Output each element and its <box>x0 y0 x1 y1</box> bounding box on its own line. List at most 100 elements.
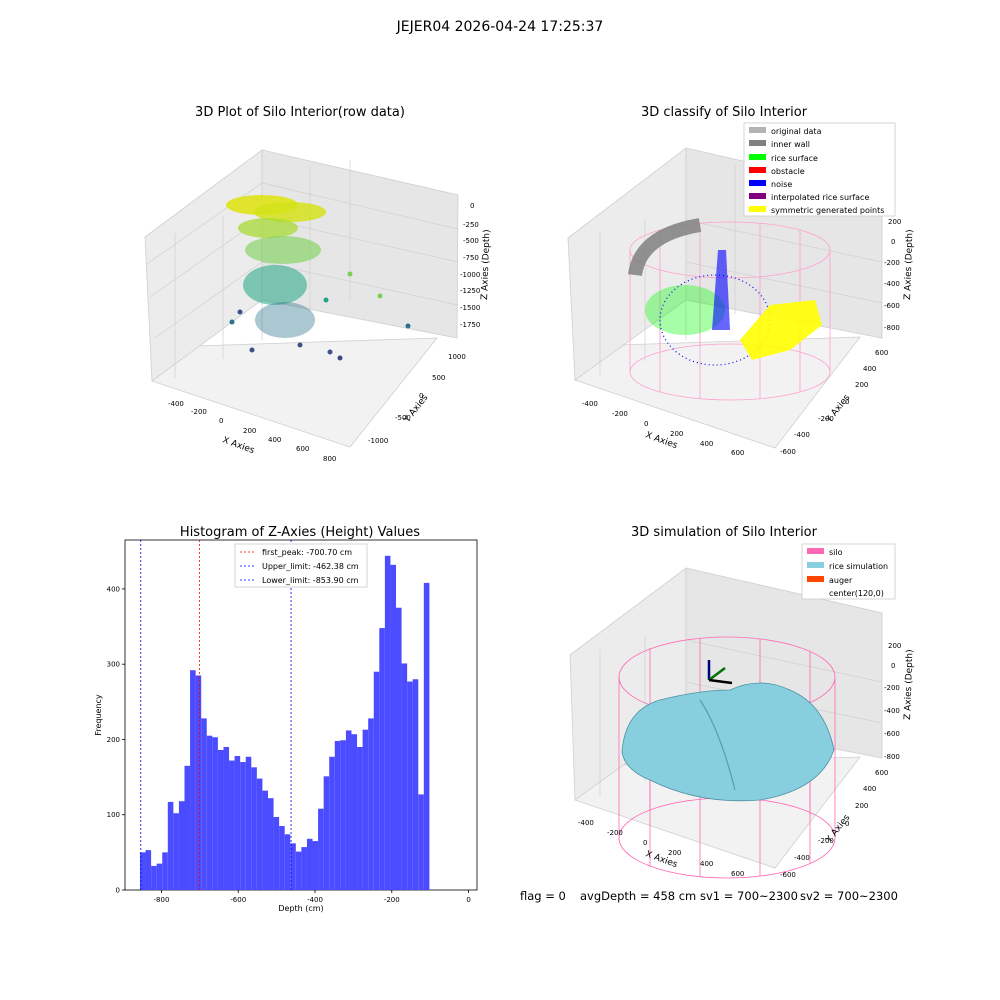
simulation-zlabel: Z Axies (Depth) <box>903 649 915 720</box>
tick-label: 0 <box>891 238 895 246</box>
x-tick-label: -200 <box>384 896 400 904</box>
y-tick-label: 400 <box>107 585 120 593</box>
simulation-z-ticks: 200 0 -200 -400 -600 -800 <box>884 642 901 761</box>
legend-label: noise <box>771 180 792 189</box>
panel-simulation-title: 3D simulation of Silo Interior <box>631 525 818 540</box>
histogram-bar <box>301 847 307 890</box>
panel-histogram-title: Histogram of Z-Axies (Height) Values <box>180 525 420 540</box>
tick-label: -600 <box>780 871 796 879</box>
tick-label: 600 <box>875 769 888 777</box>
histogram-bar <box>251 767 257 890</box>
histogram-bar <box>229 760 235 890</box>
raw-xlabel: X Axies <box>221 435 256 456</box>
panel-raw-title: 3D Plot of Silo Interior(row data) <box>195 105 405 120</box>
y-tick-label: 0 <box>116 887 120 895</box>
rice-simulation-surface <box>621 682 835 802</box>
tick-label: 0 <box>891 662 895 670</box>
raw-z-ticks: 0 -250 -500 -750 -1000 -1250 -1500 -1750 <box>460 202 480 329</box>
tick-label: 200 <box>668 849 681 857</box>
tick-label: -600 <box>884 730 900 738</box>
histogram-y-ticks: 0 100 200 300 400 <box>107 585 125 895</box>
simulation-legend: silo rice simulation auger center(120,0) <box>807 548 888 598</box>
tick-label: -400 <box>582 400 598 408</box>
y-tick-label: 200 <box>107 736 120 744</box>
histogram-bar <box>345 730 352 890</box>
legend-label: center(120,0) <box>829 589 884 598</box>
histogram-bar <box>329 756 335 890</box>
legend-swatch <box>749 206 766 212</box>
panel-histogram: Histogram of Z-Axies (Height) Values -80… <box>94 525 478 913</box>
legend-label: rice surface <box>771 154 818 163</box>
histogram-bar <box>284 834 291 890</box>
tick-label: 800 <box>323 455 336 463</box>
tick-label: 400 <box>700 860 713 868</box>
tick-label: 0 <box>845 398 849 406</box>
legend-swatch <box>749 154 766 160</box>
tick-label: -400 <box>884 280 900 288</box>
histogram-bar <box>145 850 152 890</box>
symmetric-generated-points <box>740 300 822 360</box>
histogram-bar <box>217 750 224 890</box>
tick-label: -1250 <box>460 287 480 295</box>
histogram-bar <box>384 555 391 890</box>
histogram-bars <box>139 555 430 890</box>
tick-label: 0 <box>643 839 647 847</box>
histogram-bar <box>201 718 207 890</box>
tick-label: -400 <box>168 400 184 408</box>
simulation-x-ticks: -400 -200 0 200 400 600 <box>578 819 744 878</box>
legend-label: first_peak: -700.70 cm <box>262 548 352 557</box>
histogram-bar <box>139 852 146 890</box>
histogram-bar <box>357 746 363 890</box>
histogram-bar <box>368 718 374 890</box>
panel-raw-data: 3D Plot of Silo Interior(row data) <box>144 105 492 463</box>
histogram-bar <box>340 740 346 890</box>
classify-y-ticks: -600 -400 -200 0 200 400 600 <box>780 349 888 456</box>
histogram-bar <box>240 762 246 890</box>
legend-label: original data <box>771 127 822 136</box>
panel-simulation: 3D simulation of Silo Interior <box>569 525 915 879</box>
tick-label: 400 <box>863 785 876 793</box>
histogram-bar <box>334 740 341 890</box>
legend-label: inner wall <box>771 140 810 149</box>
classify-ylabel: Y Axies <box>824 393 853 426</box>
footer-stats: flag = 0 avgDepth = 458 cm sv1 = 700~230… <box>520 889 898 903</box>
tick-label: -400 <box>578 819 594 827</box>
histogram-bar <box>401 663 408 890</box>
histogram-x-ticks: -800 -600 -400 -200 0 <box>154 890 471 904</box>
simulation-ylabel: Y Axies <box>824 813 853 846</box>
x-tick-label: 0 <box>466 896 470 904</box>
legend-swatch <box>807 562 824 568</box>
tick-label: -250 <box>463 221 479 229</box>
histogram-bar <box>234 756 241 890</box>
panel-classify-title: 3D classify of Silo Interior <box>641 105 808 120</box>
histogram-ylabel: Frequency <box>94 694 103 736</box>
tick-label: 600 <box>731 870 744 878</box>
histogram-bar <box>151 865 157 890</box>
histogram-bar <box>262 790 268 890</box>
pane-floor <box>574 336 861 449</box>
classify-zlabel: Z Axies (Depth) <box>903 229 915 300</box>
histogram-bar <box>206 735 213 890</box>
tick-label: -200 <box>884 684 900 692</box>
histogram-bar <box>323 776 330 890</box>
histogram-bar <box>396 607 402 890</box>
legend-swatch <box>749 127 766 133</box>
histogram-bar <box>318 808 324 890</box>
noise-column <box>712 250 730 330</box>
histogram-bar <box>167 801 174 890</box>
tick-label: 1000 <box>448 353 466 361</box>
histogram-bar <box>407 681 413 890</box>
tick-label: -500 <box>395 414 411 422</box>
legend-label: silo <box>829 548 843 557</box>
tick-label: 600 <box>875 349 888 357</box>
tick-label: -500 <box>463 237 479 245</box>
histogram-bar <box>412 679 419 890</box>
histogram-xlabel: Depth (cm) <box>278 904 323 913</box>
tick-label: -200 <box>607 829 623 837</box>
legend-label: obstacle <box>771 167 805 176</box>
tick-label: -400 <box>794 431 810 439</box>
tick-label: -200 <box>191 408 207 416</box>
tick-label: 0 <box>644 420 648 428</box>
x-tick-label: -800 <box>154 896 170 904</box>
x-tick-label: -400 <box>307 896 323 904</box>
